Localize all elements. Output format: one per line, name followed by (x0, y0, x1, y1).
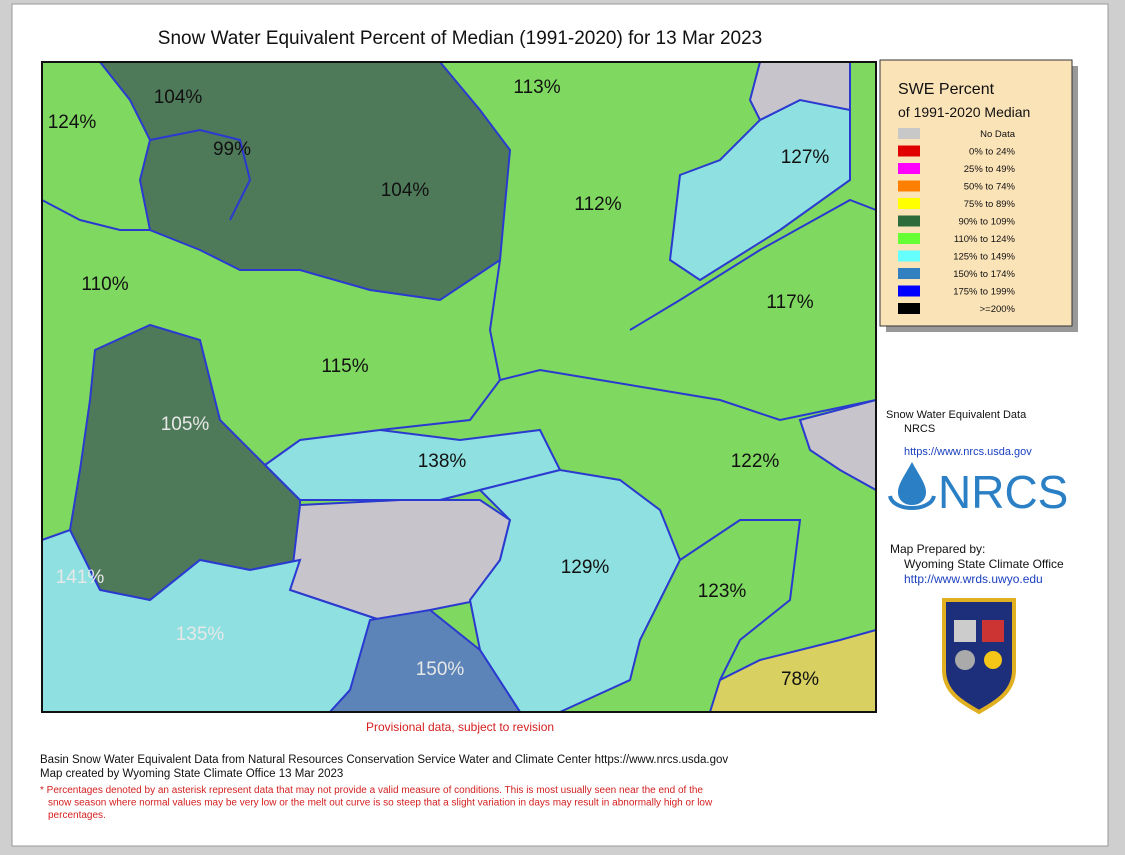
basin-label: 115% (321, 356, 368, 377)
basin-label: 150% (416, 659, 465, 680)
basin-label: 78% (781, 669, 819, 690)
legend-swatch (898, 180, 920, 192)
nrcs-swoosh (888, 495, 936, 510)
legend-label: 90% to 109% (958, 217, 1015, 228)
legend-label: 175% to 199% (953, 287, 1015, 298)
prepared-heading: Map Prepared by: (890, 542, 985, 556)
basin-area (798, 398, 877, 492)
legend-swatch (898, 145, 920, 157)
basin-label: 123% (698, 581, 747, 602)
basin-label: 141% (56, 567, 105, 588)
source-url[interactable]: https://www.nrcs.usda.gov (904, 446, 1032, 458)
basin-label: 113% (513, 77, 560, 98)
legend-swatch (898, 303, 920, 314)
legend-swatch (898, 163, 920, 174)
source-heading: Snow Water Equivalent Data (886, 409, 1027, 421)
seal (942, 598, 1016, 715)
provisional-note: Provisional data, subject to revision (366, 720, 554, 734)
legend-swatch (898, 285, 920, 297)
basin-label: 129% (561, 557, 610, 578)
basin-boundary (679, 519, 802, 681)
basin-boundary (41, 199, 150, 231)
legend-label: 0% to 24% (969, 147, 1015, 158)
basin-labels: 104% 99% 124% 104% 113% 112% 127% 110% 117% 115% 1… (48, 77, 830, 690)
legend-swatch (898, 215, 920, 227)
basin-boundary (629, 198, 877, 331)
basin-label: 135% (176, 624, 225, 645)
map-title: Snow Water Equivalent Percent of Median … (158, 28, 762, 49)
map (41, 61, 877, 713)
basin-label: 110% (81, 274, 128, 295)
seal-sun (984, 651, 1002, 669)
footer-line: Map created by Wyoming State Climate Off… (40, 768, 343, 780)
legend-swatch (898, 128, 920, 139)
legend: SWE Percent of 1991-2020 Median No Data 0… (879, 59, 1078, 332)
basin-label: 112% (574, 194, 621, 215)
legend-label: >=200% (980, 304, 1016, 315)
seal-quadrant (954, 620, 976, 642)
basin-boundary (499, 368, 877, 422)
legend-label: No Data (980, 129, 1016, 140)
legend-label: 50% to 74% (964, 182, 1016, 193)
legend-items: No Data 0% to 24% 25% to 49% 50% to 74% 75% … (898, 128, 1016, 315)
basin-label: 127% (781, 147, 830, 168)
basin-label: 105% (161, 414, 210, 435)
note-line: percentages. (48, 810, 106, 821)
legend-title: SWE Percent (898, 81, 995, 98)
footer-line: Basin Snow Water Equivalent Data from Na… (40, 754, 728, 766)
legend-box (879, 59, 1073, 327)
legend-swatch (898, 250, 920, 262)
basin-area (468, 468, 682, 713)
legend-label: 150% to 174% (953, 269, 1015, 280)
map-frame (41, 61, 877, 713)
basin-label: 124% (48, 112, 97, 133)
basin-label: 104% (154, 87, 203, 108)
basin-label: 104% (381, 180, 430, 201)
legend-swatch (898, 198, 920, 209)
legend-label: 75% to 89% (964, 199, 1016, 210)
seal-moon (955, 650, 975, 670)
seal-quadrant (982, 620, 1004, 642)
nrcs-drop (898, 462, 926, 505)
prepared-office: Wyoming State Climate Office (904, 557, 1064, 571)
prepared-url[interactable]: http://www.wrds.uwyo.edu (904, 572, 1043, 586)
basin-label: 117% (766, 292, 813, 313)
basin-label: 122% (731, 451, 780, 472)
note-line: snow season where normal values may be v… (48, 798, 713, 809)
basin-area (60, 61, 512, 302)
basin-label: 138% (418, 451, 467, 472)
legend-swatch (898, 268, 920, 279)
source-agency: NRCS (904, 423, 935, 435)
legend-subtitle: of 1991-2020 Median (898, 104, 1030, 120)
basin-boundary (149, 128, 252, 221)
note-line: * Percentages denoted by an asterisk rep… (40, 785, 703, 796)
nrcs-logo-text: NRCS (938, 466, 1068, 518)
legend-swatch (898, 233, 920, 244)
basin-label: 99% (213, 139, 251, 160)
legend-label: 125% to 149% (953, 252, 1015, 263)
footer: Basin Snow Water Equivalent Data from Na… (40, 754, 728, 821)
legend-label: 110% to 124% (954, 234, 1016, 245)
legend-label: 25% to 49% (964, 164, 1016, 175)
